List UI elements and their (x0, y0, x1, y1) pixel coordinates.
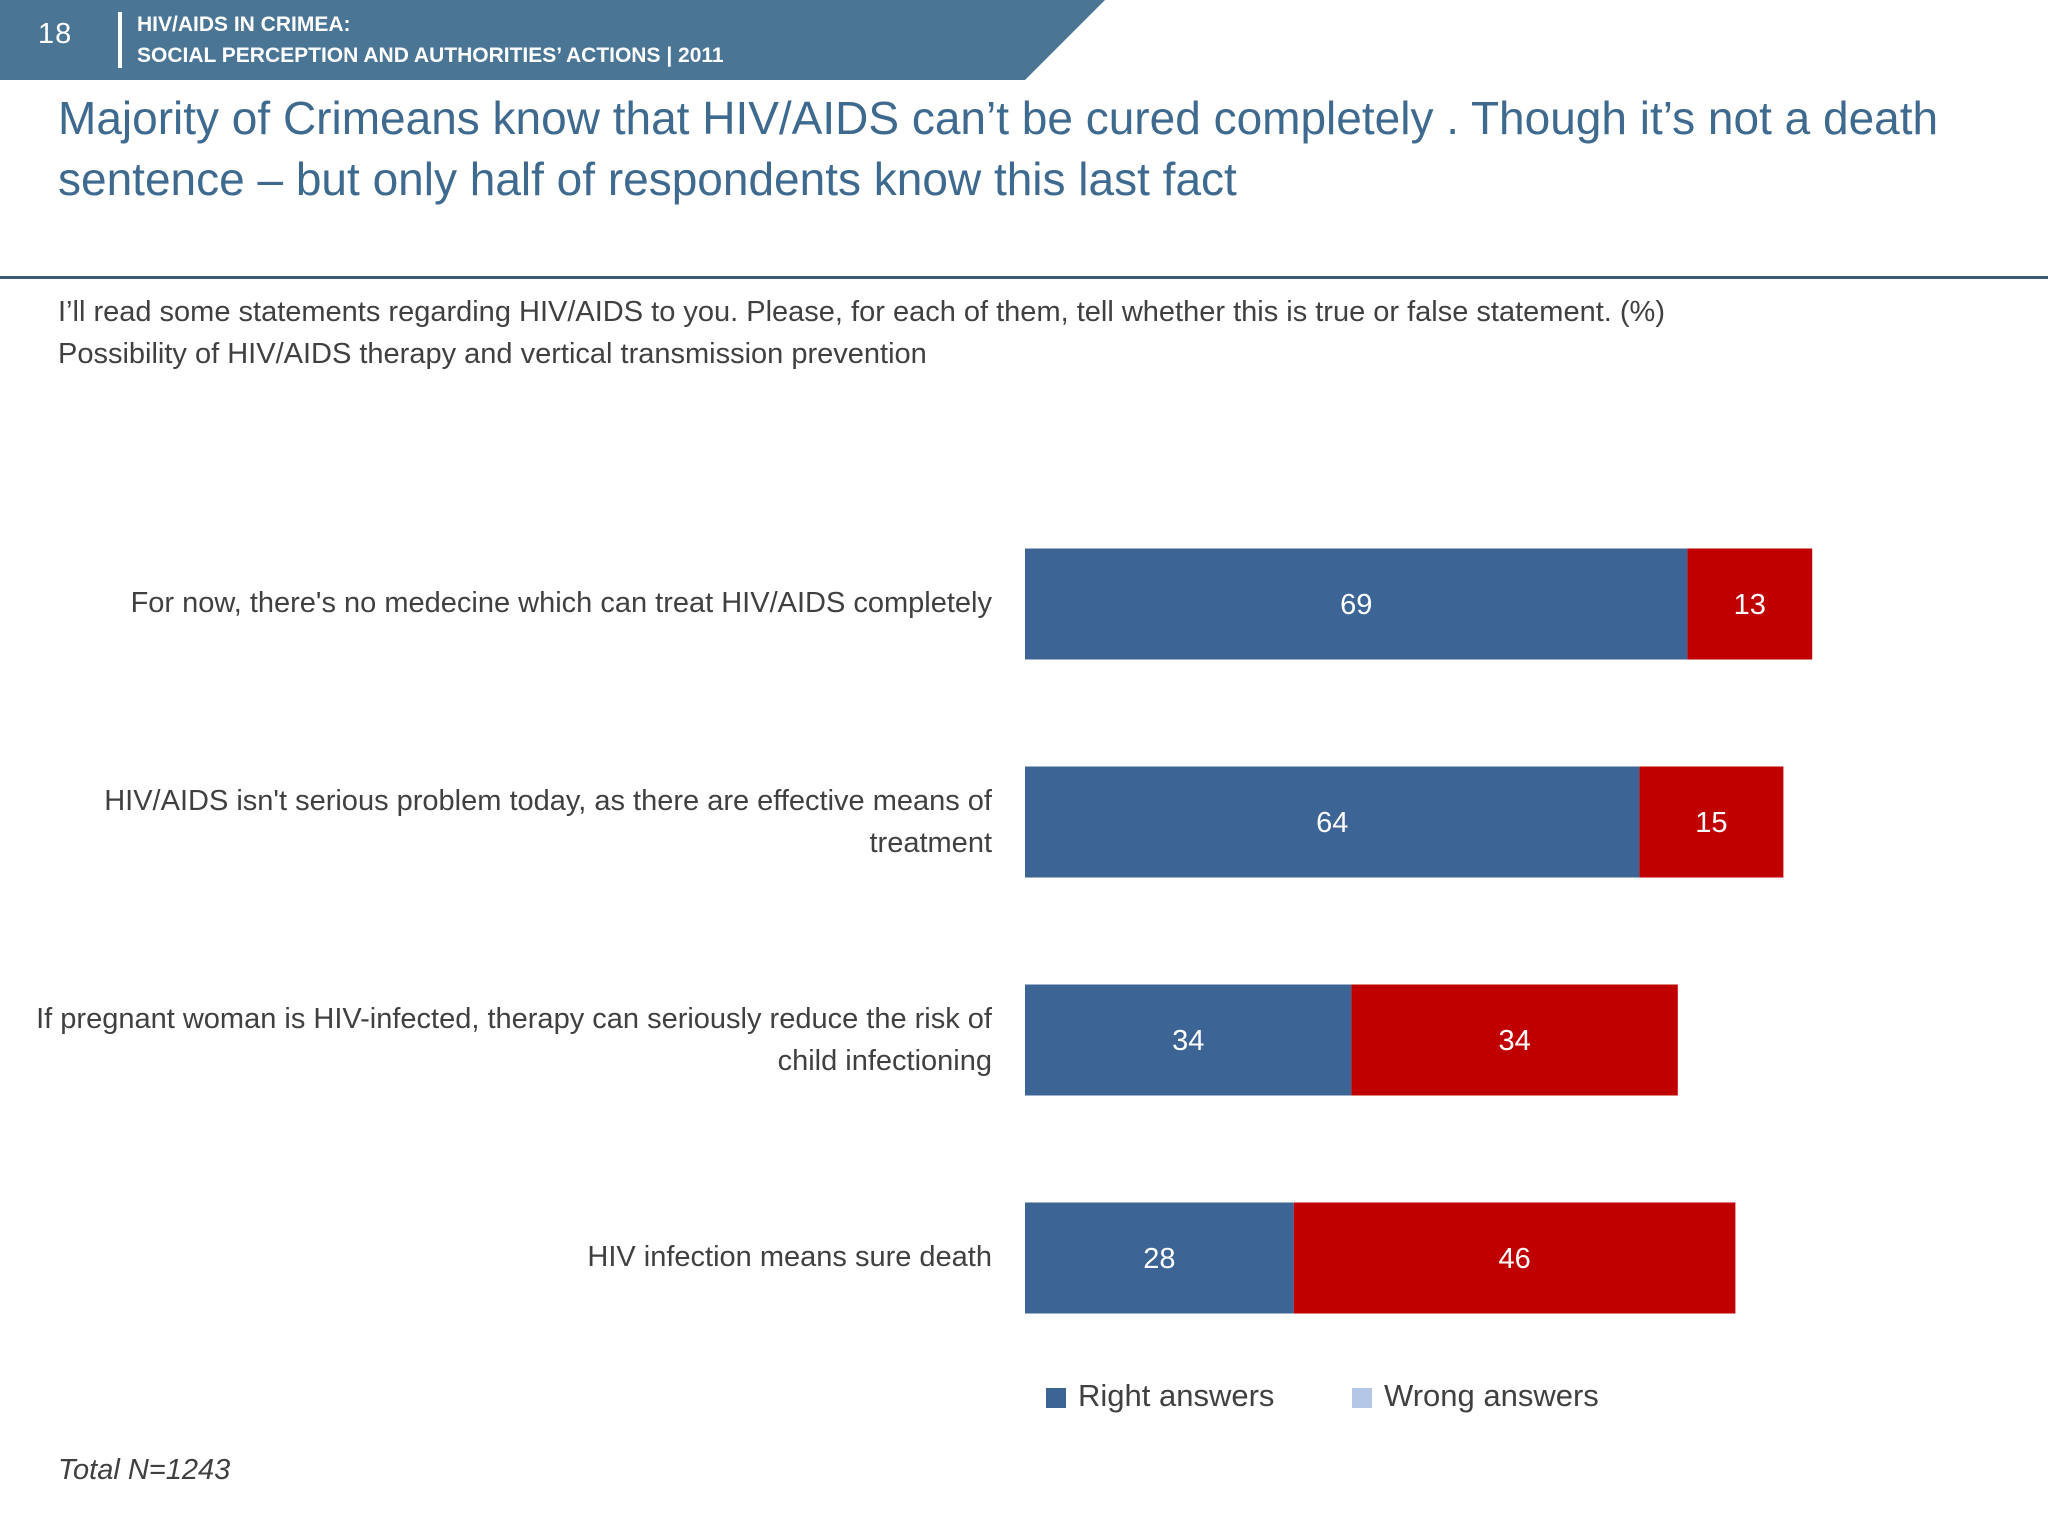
sample-size-note: Total N=1243 (58, 1454, 231, 1486)
bar-label-wrong-answers: 15 (1695, 807, 1727, 839)
slide-title: Majority of Crimeans know that HIV/AIDS … (58, 92, 1939, 205)
bar-label-wrong-answers: 46 (1498, 1243, 1530, 1275)
header-subtitle: SOCIAL PERCEPTION AND AUTHORITIES’ ACTIO… (137, 44, 724, 67)
category-label: HIV/AIDS isn't serious problem today, as… (104, 785, 992, 859)
bar-label-right-answers: 69 (1340, 589, 1372, 621)
survey-question: I’ll read some statements regarding HIV/… (58, 296, 1665, 328)
bar-wrong-answers (1293, 1202, 1736, 1314)
bar-label-wrong-answers: 34 (1498, 1025, 1530, 1057)
legend-label-right: Right answers (1078, 1378, 1275, 1413)
bar-wrong-answers (1687, 548, 1813, 660)
category-label: HIV infection means sure death (587, 1241, 992, 1273)
bar-right-answers (1025, 984, 1352, 1096)
legend-swatch-right (1046, 1388, 1066, 1408)
bar-right-answers (1025, 766, 1640, 878)
legend-label-wrong: Wrong answers (1384, 1378, 1599, 1413)
page-number: 18 (38, 18, 73, 50)
legend-swatch-wrong (1352, 1388, 1372, 1408)
header-band (0, 0, 1105, 80)
bar-label-right-answers: 64 (1316, 807, 1348, 839)
category-label: If pregnant woman is HIV-infected, thera… (36, 1003, 992, 1077)
bar-label-right-answers: 34 (1172, 1025, 1204, 1057)
bar-wrong-answers (1351, 984, 1678, 1096)
title-divider (0, 276, 2048, 279)
header-title: HIV/AIDS IN CRIMEA: (137, 13, 351, 36)
bar-label-right-answers: 28 (1143, 1243, 1175, 1275)
chart-subtitle: Possibility of HIV/AIDS therapy and vert… (58, 338, 927, 370)
bar-wrong-answers (1639, 766, 1784, 878)
bar-right-answers (1025, 1202, 1294, 1314)
bar-right-answers (1025, 548, 1688, 660)
bar-label-wrong-answers: 13 (1734, 589, 1766, 621)
category-label: For now, there's no medecine which can t… (130, 587, 992, 619)
header-divider (118, 12, 122, 68)
